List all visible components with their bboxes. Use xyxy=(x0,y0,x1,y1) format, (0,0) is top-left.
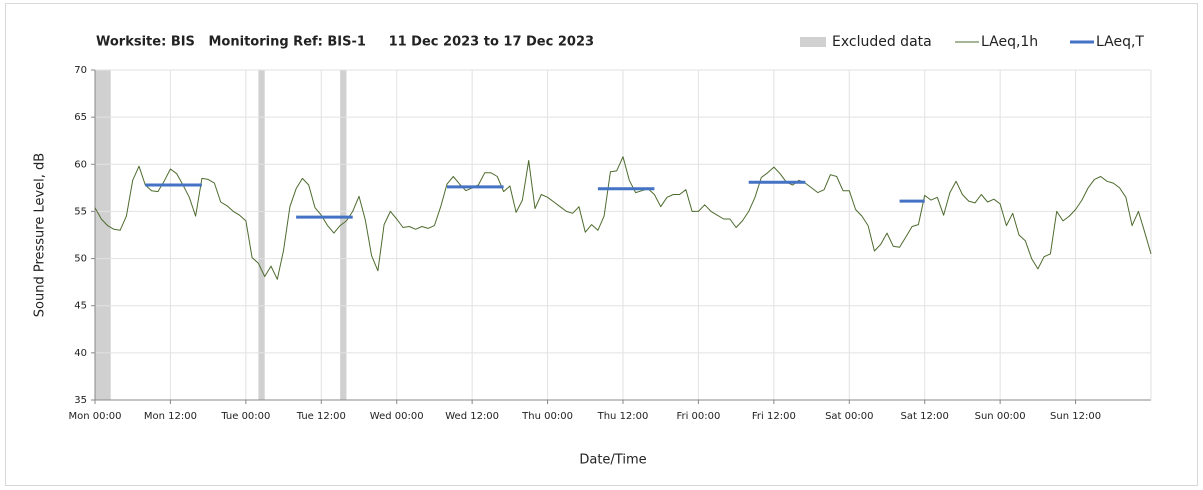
y-tick-label: 35 xyxy=(74,395,87,406)
x-tick-label: Tue 00:00 xyxy=(220,411,270,422)
x-tick-label: Fri 00:00 xyxy=(676,411,720,422)
y-tick-label: 55 xyxy=(74,206,87,217)
excluded-band xyxy=(258,70,265,400)
y-axis-label: Sound Pressure Level, dB xyxy=(33,153,48,317)
x-axis-label: Date/Time xyxy=(579,453,646,468)
y-tick-label: 40 xyxy=(74,348,87,359)
y-tick-label: 45 xyxy=(74,301,87,312)
series-line xyxy=(145,180,925,219)
y-tick-label: 60 xyxy=(74,159,87,170)
y-tick-label: 65 xyxy=(74,112,87,123)
series-line xyxy=(94,156,1152,280)
excluded-band xyxy=(95,70,111,400)
x-tick-label: Fri 12:00 xyxy=(752,411,796,422)
x-tick-label: Wed 00:00 xyxy=(370,411,424,422)
x-tick-label: Sat 00:00 xyxy=(825,411,873,422)
y-tick-label: 50 xyxy=(74,254,87,265)
legend-label: Excluded data xyxy=(832,34,932,50)
excluded-band xyxy=(340,70,347,400)
x-tick-label: Thu 00:00 xyxy=(521,411,573,422)
x-tick-label: Sun 12:00 xyxy=(1050,411,1101,422)
y-tick-label: 70 xyxy=(74,65,87,76)
x-tick-label: Sun 00:00 xyxy=(975,411,1026,422)
chart-frame xyxy=(5,3,1198,486)
legend-swatch xyxy=(800,37,826,47)
x-tick-label: Sat 12:00 xyxy=(901,411,949,422)
legend-label: LAeq,1h xyxy=(981,34,1038,50)
x-tick-label: Mon 12:00 xyxy=(144,411,197,422)
x-tick-label: Tue 12:00 xyxy=(296,411,346,422)
x-tick-label: Thu 12:00 xyxy=(597,411,649,422)
x-tick-label: Mon 00:00 xyxy=(68,411,121,422)
legend-label: LAeq,T xyxy=(1096,34,1144,50)
x-tick-label: Wed 12:00 xyxy=(445,411,499,422)
chart-title: Worksite: BIS Monitoring Ref: BIS-1 11 D… xyxy=(96,35,594,50)
